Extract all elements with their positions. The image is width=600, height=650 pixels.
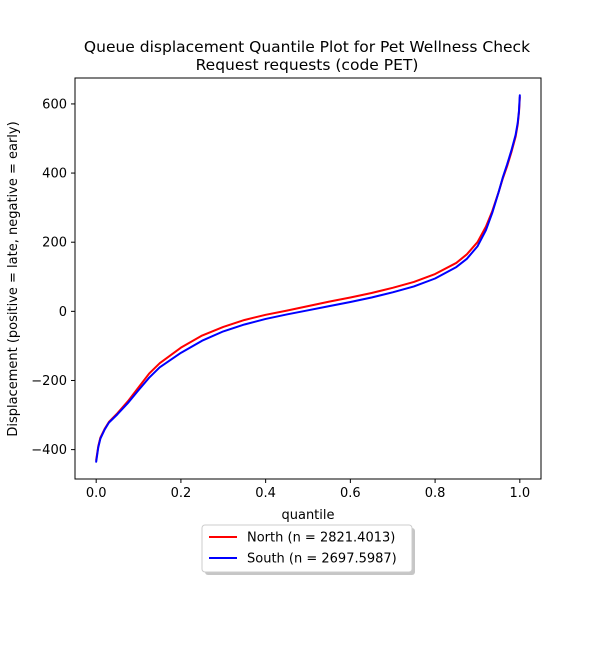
y-tick-label: 400 (42, 167, 67, 182)
x-tick-label: 0.8 (425, 486, 446, 501)
y-tick-label: −200 (31, 374, 67, 389)
y-tick-label: 200 (42, 236, 67, 251)
x-tick-label: 0.6 (340, 486, 361, 501)
axes: 0.0 0.2 0.4 0.6 0.8 1.0 −400 −200 0 200 400 600 (31, 97, 530, 501)
x-tick-label: 0.0 (86, 486, 107, 501)
axes-frame (74, 77, 542, 480)
x-tick-label: 0.2 (171, 486, 192, 501)
plot-area (95, 94, 521, 463)
legend-box (201, 524, 413, 573)
y-axis-label: Displacement (positive = late, negative … (6, 121, 21, 436)
chart-title-line-2: Request requests (code PET) (196, 56, 419, 74)
x-tick-label: 0.4 (255, 486, 276, 501)
legend-label-north: North (n = 2821.4013) (247, 531, 395, 546)
legend-label-south: South (n = 2697.5987) (247, 552, 397, 567)
x-axis-label: quantile (281, 508, 334, 523)
chart-title-line-1: Queue displacement Quantile Plot for Pet… (84, 38, 530, 56)
y-tick-label: −400 (31, 443, 67, 458)
series-line-south (95, 94, 521, 463)
y-tick-label: 0 (59, 305, 67, 320)
legend: North (n = 2821.4013) South (n = 2697.59… (201, 524, 415, 575)
y-tick-label: 600 (42, 97, 67, 112)
x-tick-label: 1.0 (509, 486, 530, 501)
